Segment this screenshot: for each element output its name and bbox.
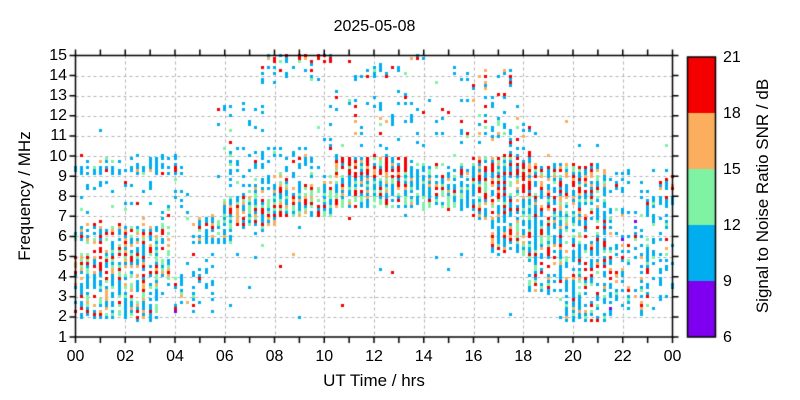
- x-tick-label: 06: [215, 348, 234, 365]
- x-tick-label: 22: [613, 348, 632, 365]
- x-axis-label: UT Time / hrs: [323, 371, 425, 390]
- colorbar-axis-label: Signal to Noise Ratio SNR / dB: [753, 78, 772, 314]
- x-tick-label: 12: [365, 348, 383, 365]
- y-tick-label: 12: [49, 107, 67, 125]
- y-tick-label: 6: [58, 227, 67, 245]
- x-tick-label: 10: [315, 348, 334, 365]
- y-tick-label: 8: [58, 187, 67, 205]
- colorbar-tick-label: 9: [723, 272, 732, 290]
- y-tick-label: 11: [50, 127, 67, 145]
- x-tick-label: 18: [514, 348, 533, 365]
- y-tick-label: 3: [58, 288, 67, 306]
- y-tick-label: 7: [58, 207, 67, 225]
- x-tick-label: 02: [116, 348, 135, 365]
- x-tick-label: 16: [464, 348, 483, 365]
- colorbar-tick-label: 12: [723, 216, 741, 234]
- colorbar-tick-label: 18: [723, 104, 741, 122]
- y-tick-label: 5: [58, 248, 67, 266]
- colorbar-tick-label: 21: [723, 48, 741, 66]
- y-tick-label: 13: [49, 87, 67, 105]
- y-tick-label: 4: [58, 268, 67, 286]
- chart-title: 2025-05-08: [333, 18, 416, 35]
- x-tick-label: 08: [265, 348, 284, 365]
- y-tick-label: 9: [58, 167, 67, 185]
- x-tick-label: 20: [564, 348, 582, 365]
- y-tick-label: 2: [58, 308, 67, 326]
- x-tick-label: 14: [414, 348, 433, 365]
- x-tick-label: 00: [663, 348, 682, 365]
- y-tick-label: 15: [49, 47, 67, 64]
- colorbar-tick-label: 15: [723, 160, 741, 178]
- y-tick-label: 1: [58, 328, 67, 346]
- y-tick-label: 10: [49, 147, 67, 165]
- colorbar-tick-label: 6: [723, 328, 732, 346]
- y-tick-label: 14: [49, 67, 67, 85]
- x-tick-label: 00: [66, 348, 85, 365]
- x-tick-label: 04: [166, 348, 184, 365]
